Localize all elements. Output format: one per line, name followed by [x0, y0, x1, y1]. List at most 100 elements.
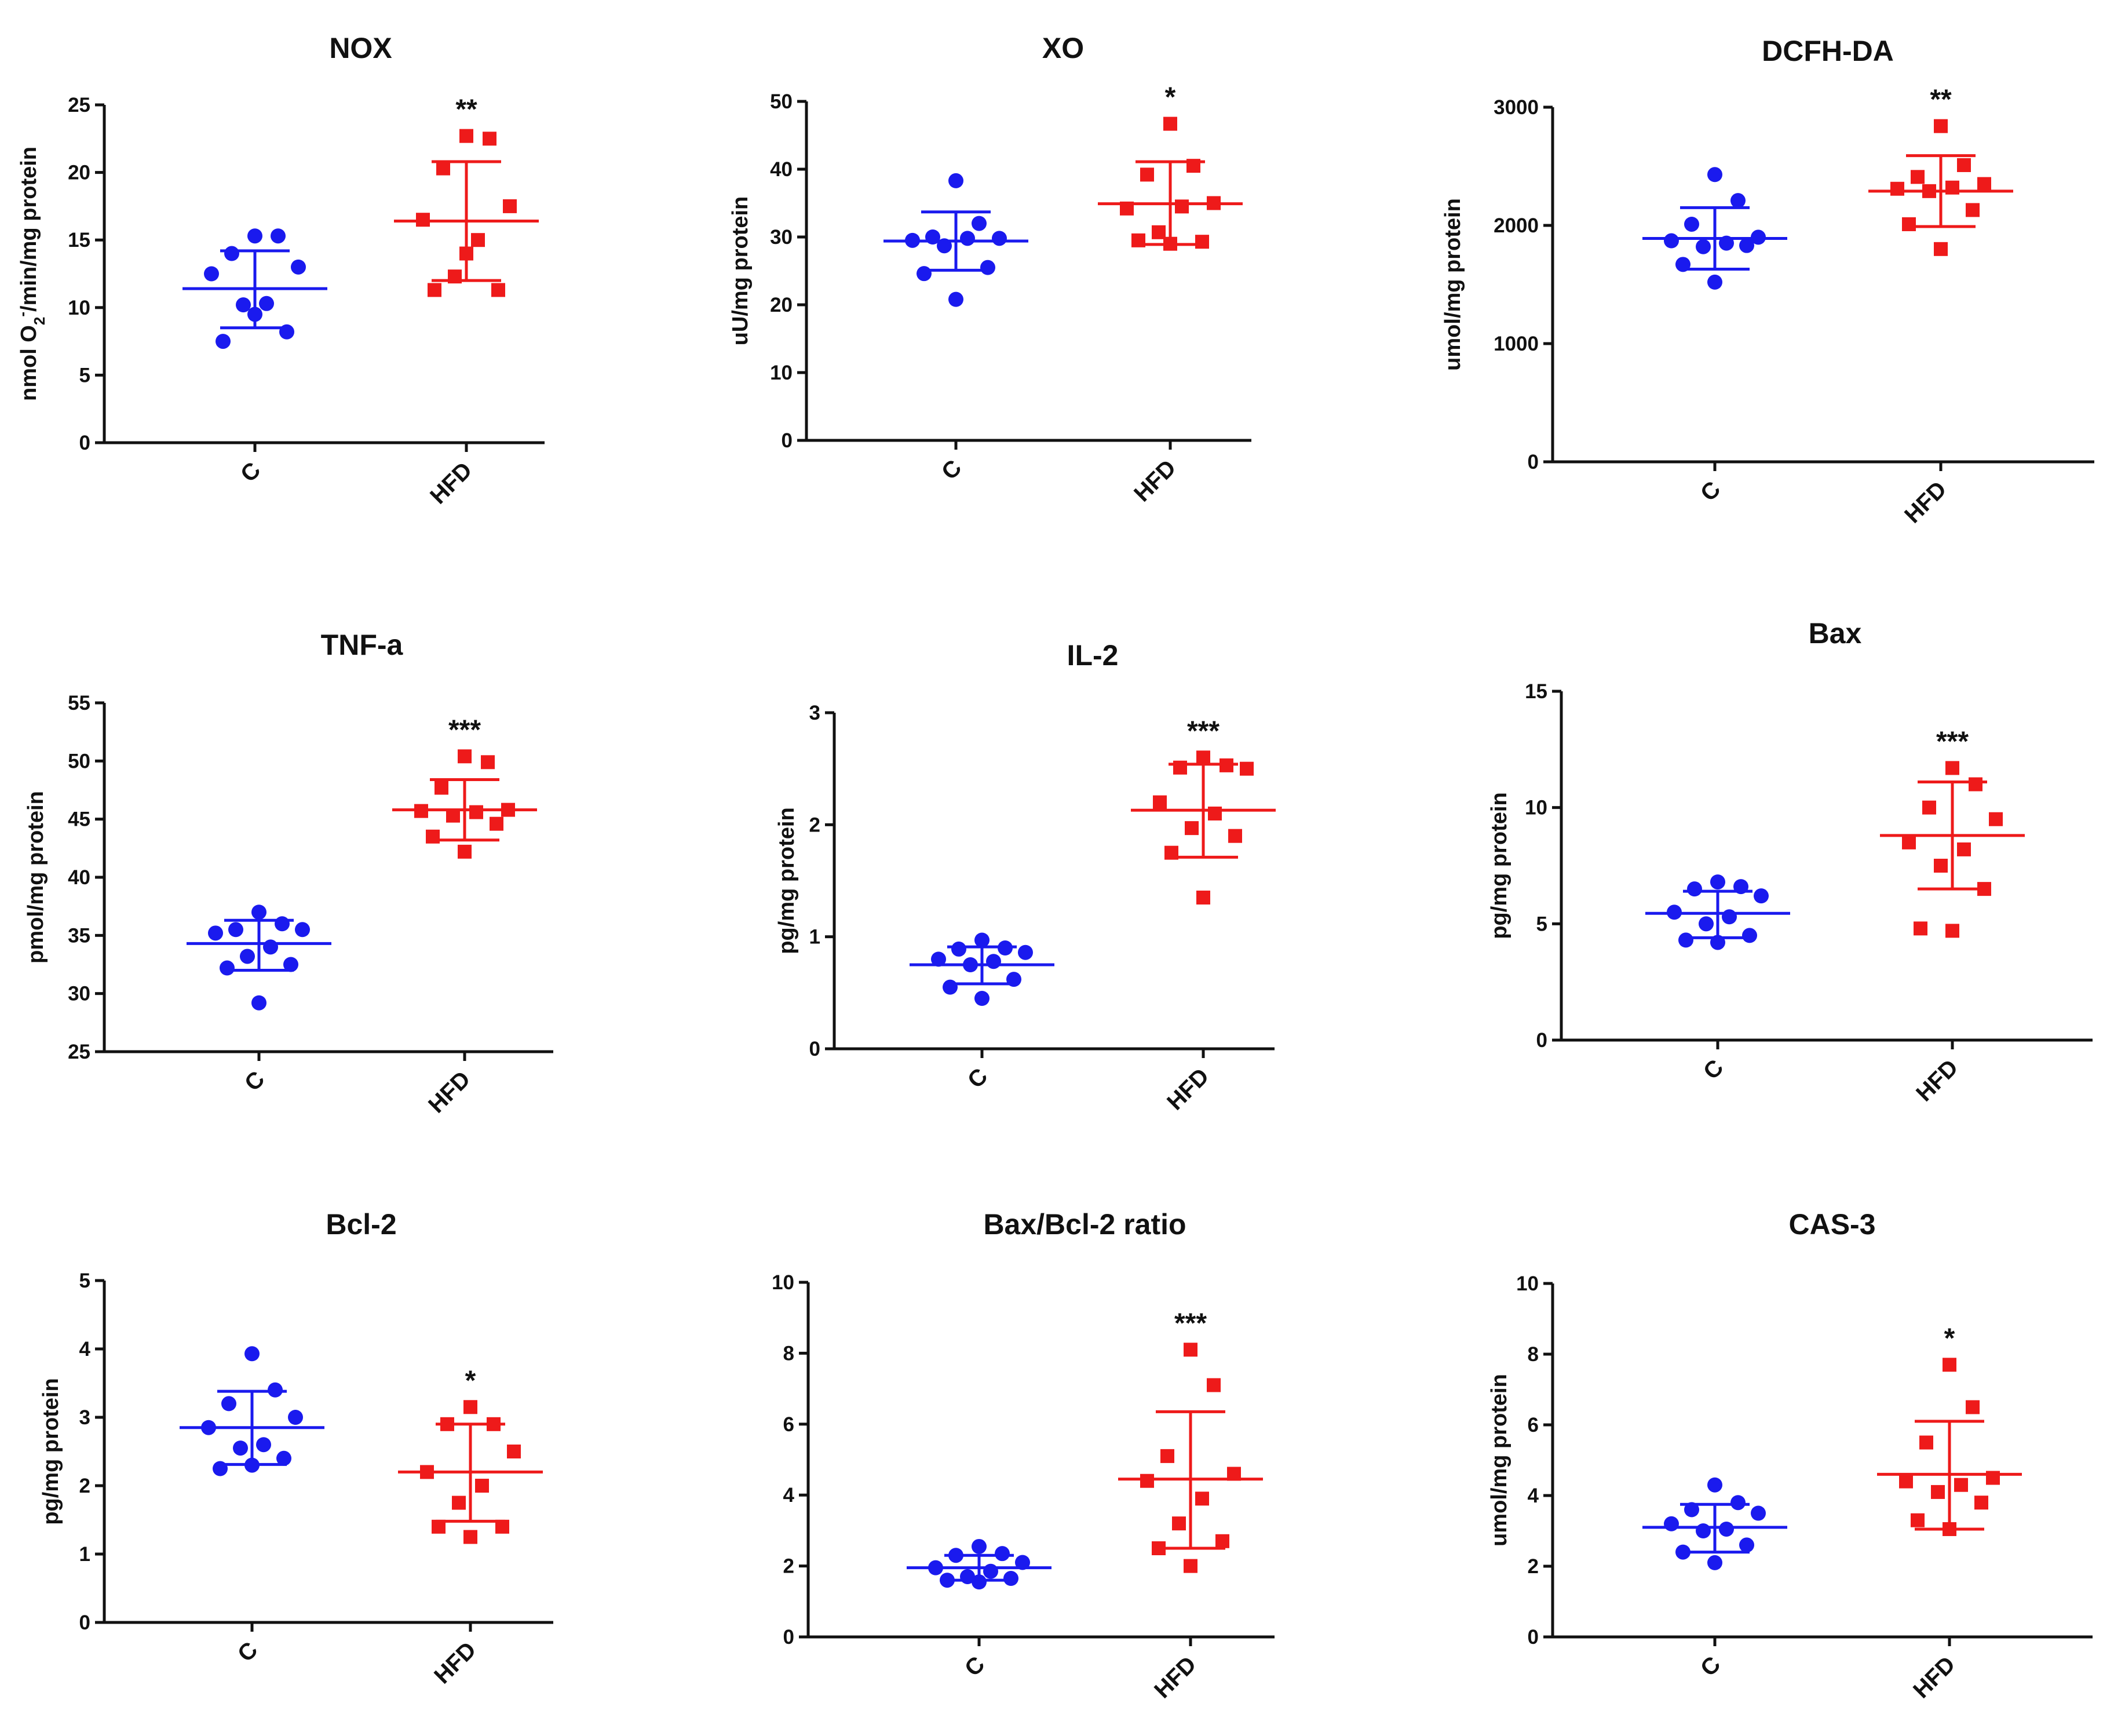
chart-title: NOX — [329, 32, 392, 64]
data-point — [432, 1519, 446, 1534]
data-point — [972, 216, 987, 231]
data-point — [948, 173, 963, 188]
data-point — [436, 161, 450, 176]
x-category-label: HFD — [425, 457, 477, 509]
data-point — [490, 816, 503, 831]
x-category-label: HFD — [1908, 1651, 1960, 1703]
y-axis-label: pg/mg protein — [1487, 792, 1511, 939]
data-point — [1220, 758, 1233, 772]
data-point — [1934, 242, 1948, 256]
y-tick-label: 10 — [1516, 1272, 1539, 1295]
y-tick-label: 10 — [772, 1271, 794, 1294]
y-tick-label: 4 — [79, 1338, 91, 1361]
data-point — [501, 803, 515, 817]
data-point — [1667, 905, 1682, 920]
data-point — [263, 939, 278, 955]
y-tick-label: 5 — [1536, 913, 1547, 935]
chart-title: Bax/Bcl-2 ratio — [983, 1208, 1186, 1241]
data-point — [201, 1420, 216, 1435]
chart-title: XO — [1042, 32, 1084, 64]
chart-panel-3: DCFH-DA 0 1000 2000 3000 umol/mg protein C HFD *… — [1441, 35, 2094, 528]
series-HFD — [1098, 116, 1243, 251]
y-tick-label: 35 — [68, 924, 90, 947]
data-point — [446, 808, 460, 823]
data-point — [1240, 761, 1254, 776]
y-tick-label: 2 — [79, 1475, 90, 1497]
data-point — [259, 296, 274, 311]
data-point — [1015, 1555, 1030, 1570]
series-HFD — [398, 1400, 543, 1544]
data-point — [1696, 1523, 1711, 1538]
data-point — [1945, 924, 1959, 938]
data-point — [1227, 1467, 1241, 1481]
y-axis-label: pg/mg protein — [39, 1378, 63, 1525]
data-point — [236, 297, 251, 313]
data-point — [931, 951, 946, 967]
x-category-label: C — [236, 457, 266, 487]
data-point — [416, 213, 430, 227]
data-point — [943, 979, 958, 995]
data-point — [1966, 203, 1980, 217]
data-point — [1140, 167, 1154, 182]
x-category-label: C — [963, 1063, 993, 1093]
data-point — [276, 1450, 291, 1466]
data-point — [435, 781, 448, 795]
y-tick-label: 15 — [68, 229, 90, 251]
data-point — [483, 132, 496, 146]
y-tick-label: 6 — [1528, 1414, 1539, 1436]
data-point — [1175, 199, 1189, 214]
data-point — [204, 266, 219, 282]
chart-title: Bcl-2 — [326, 1208, 396, 1241]
data-point — [469, 805, 483, 819]
series-C — [187, 905, 331, 1011]
y-tick-label: 5 — [79, 1270, 90, 1292]
y-axis-label: uU/mg protein — [728, 196, 753, 346]
chart-title: IL-2 — [1067, 639, 1119, 672]
series-HFD — [1131, 750, 1276, 905]
y-tick-label: 2000 — [1494, 214, 1539, 237]
y-tick-label: 0 — [1536, 1029, 1547, 1052]
chart-panel-2: XO 0 10 20 30 40 50 uU/mg protein C HFD * — [728, 32, 1251, 507]
data-point — [928, 1560, 943, 1575]
data-point — [1945, 180, 1959, 195]
data-point — [992, 231, 1007, 246]
data-point — [1969, 777, 1982, 792]
data-point — [1160, 1449, 1174, 1463]
data-point — [440, 1417, 454, 1431]
data-point — [1957, 158, 1971, 172]
data-point — [1018, 944, 1033, 960]
chart-title: TNF-a — [321, 629, 404, 661]
data-point — [1730, 1495, 1746, 1511]
data-point — [414, 804, 428, 818]
data-point — [1943, 1522, 1956, 1536]
data-point — [974, 932, 990, 948]
data-point — [475, 1479, 489, 1493]
chart-title: DCFH-DA — [1762, 35, 1894, 67]
data-point — [1710, 935, 1725, 950]
data-point — [1153, 795, 1167, 809]
y-tick-label: 5 — [79, 364, 90, 386]
x-category-label: C — [233, 1637, 263, 1667]
y-tick-label: 45 — [68, 808, 90, 831]
data-point — [995, 1546, 1010, 1562]
data-point — [279, 324, 294, 340]
data-point — [951, 941, 966, 957]
data-point — [247, 228, 262, 244]
data-point — [1186, 159, 1200, 173]
data-point — [1719, 235, 1734, 251]
x-category-label: HFD — [1149, 1651, 1201, 1703]
data-point — [1707, 274, 1722, 290]
data-point — [1196, 750, 1210, 765]
data-point — [1196, 891, 1210, 905]
data-point — [983, 1563, 998, 1579]
data-point — [1943, 1358, 1956, 1372]
data-point — [1957, 842, 1971, 856]
data-point — [426, 829, 440, 844]
x-category-label: HFD — [1900, 476, 1951, 528]
data-point — [1687, 881, 1702, 897]
data-point — [240, 949, 255, 964]
significance-label: *** — [1174, 1308, 1207, 1339]
data-point — [1152, 1541, 1166, 1555]
y-tick-label: 0 — [79, 1611, 90, 1634]
data-point — [998, 940, 1013, 955]
